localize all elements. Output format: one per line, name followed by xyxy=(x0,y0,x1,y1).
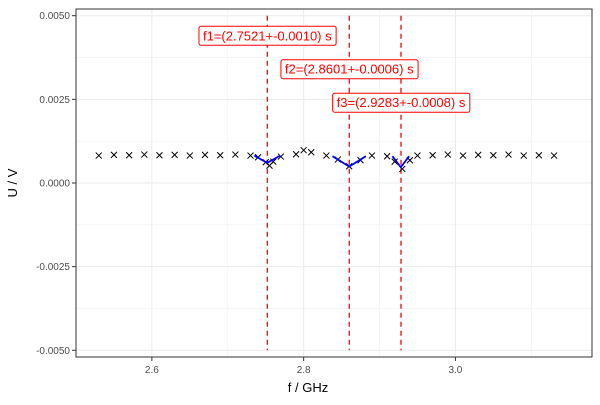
data-point xyxy=(125,151,133,159)
x-tick-label: 3.0 xyxy=(448,365,462,376)
annotation-text: f2=(2.8601+-0.0006) s xyxy=(285,62,414,77)
data-point xyxy=(459,152,467,159)
data-point xyxy=(307,148,315,156)
data-point xyxy=(292,150,300,158)
annotation-box xyxy=(280,59,419,80)
data-point xyxy=(444,151,452,158)
y-axis-label: U / V xyxy=(5,168,20,197)
data-point xyxy=(171,151,179,159)
data-point xyxy=(520,152,528,159)
annotation-label: f3=(2.9283+-0.0008) s xyxy=(332,92,471,113)
y-tick-label: 0.0025 xyxy=(39,95,70,106)
data-point xyxy=(110,151,118,159)
data-point xyxy=(391,158,399,165)
x-tick-label: 2.8 xyxy=(297,365,311,376)
annotation-text: f1=(2.7521+-0.0010) s xyxy=(203,28,332,43)
data-point xyxy=(489,151,497,159)
x-axis-ticks: 2.6 2.8 3.0 xyxy=(145,357,463,376)
y-tick-label: -0.0025 xyxy=(36,262,70,273)
data-point xyxy=(140,151,148,158)
y-axis-ticks: -0.0050 -0.0025 0.0000 0.0025 0.0050 xyxy=(36,11,76,357)
annotations: f1=(2.7521+-0.0010) s f2=(2.8601+-0.0006)… xyxy=(198,25,471,113)
annotation-text: f3=(2.9283+-0.0008) s xyxy=(337,95,466,110)
data-point xyxy=(535,151,543,159)
annotation-label: f2=(2.8601+-0.0006) s xyxy=(280,59,419,80)
data-point xyxy=(368,152,376,159)
data-point xyxy=(216,151,224,159)
data-point xyxy=(277,153,285,160)
annotation-box xyxy=(332,92,471,113)
data-point xyxy=(474,151,482,159)
y-tick-label: -0.0050 xyxy=(36,346,70,357)
fit-curve xyxy=(253,154,281,164)
data-point xyxy=(323,152,330,159)
data-point xyxy=(429,151,437,159)
data-point xyxy=(247,152,254,159)
fit-curve xyxy=(332,155,367,168)
fit-curve xyxy=(391,155,410,169)
annotation-label: f1=(2.7521+-0.0010) s xyxy=(198,25,337,46)
data-point xyxy=(201,151,209,159)
data-point xyxy=(300,146,308,154)
fit-lines xyxy=(253,154,410,169)
data-point xyxy=(505,151,512,158)
annotation-box xyxy=(198,25,337,46)
x-axis-label: f / GHz xyxy=(288,380,328,395)
data-point xyxy=(156,151,163,159)
data-point xyxy=(231,151,239,158)
data-point xyxy=(550,152,558,159)
y-tick-label: 0.0000 xyxy=(39,179,70,190)
x-tick-label: 2.6 xyxy=(145,365,159,376)
data-point xyxy=(186,152,194,159)
data-point xyxy=(95,152,103,159)
y-tick-label: 0.0050 xyxy=(39,11,70,22)
data-point xyxy=(383,152,391,160)
data-point xyxy=(414,152,421,159)
